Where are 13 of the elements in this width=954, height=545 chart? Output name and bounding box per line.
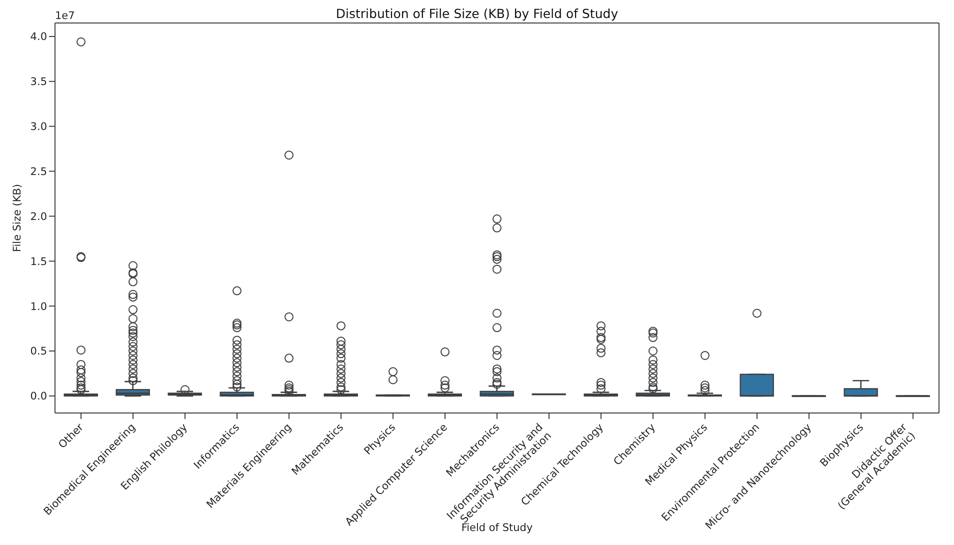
y-axis-title: File Size (KB) (12, 184, 24, 252)
chart-title: Distribution of File Size (KB) by Field of Study (336, 6, 618, 21)
y-tick-label: 0.5 (30, 346, 47, 358)
y-tick-label: 0.0 (30, 390, 47, 403)
y-tick-label: 2.0 (30, 210, 47, 223)
y-tick-label: 1.0 (30, 300, 47, 313)
y-tick-label: 4.0 (30, 31, 47, 44)
y-tick-label: 1.5 (30, 256, 47, 268)
text: 1e7 (55, 10, 75, 22)
y-tick-label: 3.0 (30, 121, 47, 134)
y-tick-label: 3.5 (30, 76, 47, 88)
y-tick-label: 2.5 (30, 166, 47, 178)
x-axis-title: Field of Study (461, 522, 533, 534)
